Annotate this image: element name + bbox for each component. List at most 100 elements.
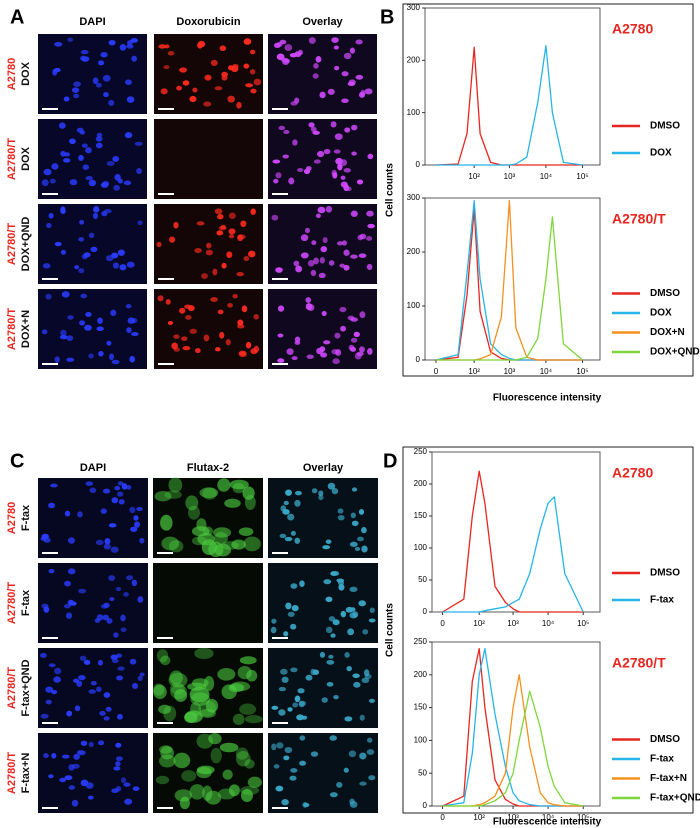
- nucleus: [271, 705, 279, 710]
- nucleus: [367, 223, 375, 229]
- cell: [156, 649, 169, 663]
- nucleus: [96, 82, 102, 88]
- cell: [243, 536, 261, 552]
- nucleus: [204, 74, 212, 81]
- histogram-curve: [436, 216, 583, 361]
- cell: [153, 684, 167, 700]
- nucleus: [368, 698, 375, 703]
- cell: [244, 759, 255, 769]
- nucleus: [288, 177, 295, 185]
- nucleus: [54, 241, 62, 247]
- nucleus: [126, 575, 134, 581]
- nucleus: [323, 340, 331, 345]
- nucleus: [351, 487, 358, 492]
- nucleus: [352, 611, 359, 618]
- nucleus: [295, 490, 302, 496]
- nucleus: [282, 154, 289, 159]
- x-axis-label: Fluorescence intensity: [493, 817, 602, 828]
- nucleus: [83, 659, 91, 665]
- nucleus: [100, 508, 107, 514]
- nucleus: [129, 355, 136, 363]
- nucleus: [227, 95, 235, 103]
- nucleus: [305, 166, 312, 171]
- cell: [222, 769, 233, 780]
- nucleus: [295, 265, 303, 273]
- cell: [242, 486, 255, 500]
- plot-frame: [431, 451, 601, 613]
- nucleus: [120, 614, 126, 622]
- nucleus: [88, 232, 95, 239]
- nucleus: [350, 254, 358, 259]
- nucleus: [132, 786, 140, 791]
- nucleus: [52, 68, 58, 76]
- nucleus: [115, 761, 121, 767]
- nucleus: [158, 44, 167, 49]
- nucleus: [341, 71, 349, 77]
- y-tick-label: 150: [414, 511, 428, 520]
- nucleus: [48, 568, 55, 574]
- nucleus: [160, 88, 168, 95]
- cell: [160, 746, 175, 760]
- nucleus: [294, 499, 301, 507]
- nucleus: [347, 628, 355, 636]
- nucleus: [351, 520, 359, 527]
- nucleus: [130, 526, 138, 532]
- histogram-curve: [442, 470, 584, 613]
- nucleus: [69, 601, 77, 606]
- nucleus: [124, 798, 133, 805]
- nucleus: [250, 88, 257, 94]
- nucleus: [247, 250, 256, 258]
- nucleus: [78, 674, 86, 681]
- nucleus: [350, 317, 358, 322]
- legend-label: F-tax: [650, 754, 674, 765]
- nucleus: [332, 571, 340, 576]
- nucleus: [79, 219, 85, 225]
- nucleus: [92, 207, 100, 212]
- nucleus: [351, 151, 357, 156]
- nucleus: [343, 264, 350, 271]
- nucleus: [284, 746, 293, 754]
- nucleus: [59, 334, 68, 340]
- nucleus: [84, 324, 92, 331]
- nucleus: [243, 63, 250, 69]
- nucleus: [115, 756, 123, 762]
- nucleus: [64, 510, 71, 517]
- nucleus: [343, 52, 352, 60]
- nucleus: [313, 159, 321, 164]
- nucleus: [98, 60, 105, 66]
- nucleus: [350, 210, 358, 218]
- cell: [244, 494, 256, 510]
- nucleus: [110, 654, 118, 660]
- nucleus: [89, 487, 97, 494]
- nucleus: [77, 750, 86, 756]
- nucleus: [80, 740, 88, 746]
- cell: [246, 669, 258, 682]
- nucleus: [319, 91, 326, 99]
- nucleus: [98, 740, 105, 746]
- nucleus: [120, 777, 127, 784]
- nucleus: [189, 95, 197, 103]
- nucleus: [273, 764, 280, 769]
- nucleus: [337, 163, 343, 171]
- nucleus: [334, 332, 341, 339]
- nucleus: [123, 782, 131, 787]
- nucleus: [366, 737, 373, 743]
- nucleus: [78, 588, 87, 594]
- nucleus: [351, 124, 358, 131]
- nucleus: [48, 212, 54, 219]
- nucleus: [249, 49, 256, 55]
- nucleus: [78, 154, 84, 162]
- x-tick-label: 10⁴: [540, 367, 553, 376]
- nucleus: [117, 249, 125, 256]
- nucleus: [112, 262, 120, 269]
- cell: [205, 790, 222, 805]
- nucleus: [305, 674, 313, 681]
- cell: [191, 536, 207, 546]
- nucleus: [299, 580, 305, 587]
- cell: [230, 681, 251, 692]
- cell: [173, 752, 191, 769]
- nucleus: [280, 505, 287, 512]
- nucleus: [182, 345, 191, 351]
- nucleus: [290, 583, 298, 589]
- nucleus: [136, 167, 142, 175]
